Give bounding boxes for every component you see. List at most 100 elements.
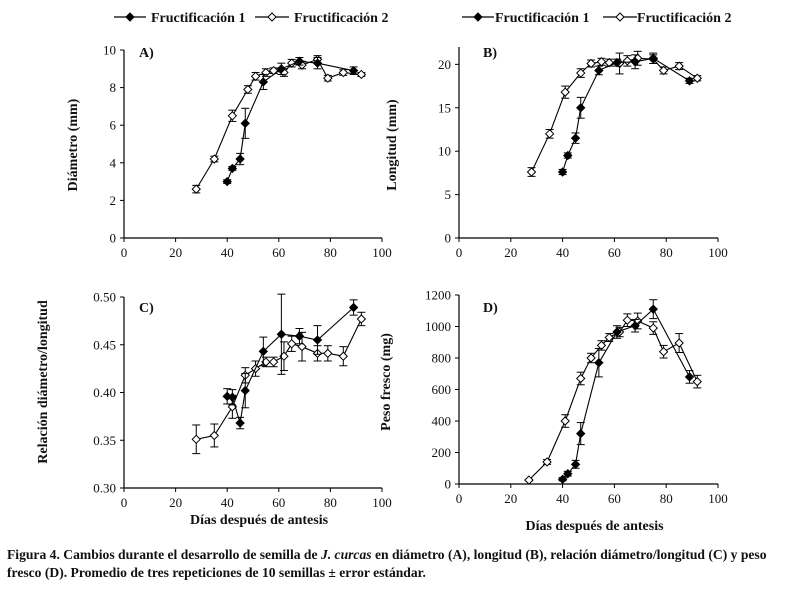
legend-label-f1: Fructificación 1 (151, 11, 245, 26)
y-tick-label: 10 (438, 144, 451, 159)
x-tick-label: 40 (556, 491, 569, 506)
x-tick-label: 100 (372, 495, 392, 510)
caption-text-b: en diámetro (A), longitud (B), relación … (7, 547, 767, 580)
data-point-f2 (323, 348, 333, 359)
y-tick-label: 400 (432, 414, 452, 429)
data-point-f2 (356, 314, 367, 324)
x-tick-label: 20 (504, 491, 517, 506)
legend-label-f2: Fructificación 2 (637, 11, 731, 26)
x-tick-label: 20 (504, 245, 517, 260)
data-point-f2 (604, 57, 614, 68)
series-line-fructificacion-1 (562, 308, 690, 480)
x-tick-label: 80 (660, 245, 673, 260)
data-point-f1 (276, 329, 287, 339)
x-tick-label: 0 (456, 245, 463, 260)
y-tick-label: 0.35 (93, 433, 116, 448)
data-point-f2 (596, 57, 607, 67)
y-tick-label: 800 (432, 351, 452, 366)
x-tick-label: 60 (608, 245, 621, 260)
data-point-f2 (586, 58, 596, 69)
data-point-f1 (563, 150, 573, 161)
data-point-f1 (630, 57, 640, 67)
panel-label: A) (139, 46, 154, 61)
data-point-f2 (356, 69, 367, 80)
data-point-f1 (235, 154, 245, 164)
x-tick-label: 100 (372, 245, 392, 260)
y-tick-label: 10 (103, 43, 116, 58)
data-point-f1 (227, 392, 238, 402)
x-axis-label: Días después de antesis (525, 519, 664, 534)
y-axis-label: Diámetro (mm) (66, 98, 81, 191)
data-point-f2 (526, 167, 537, 177)
data-point-f2 (338, 351, 349, 361)
data-point-f1 (222, 176, 232, 187)
data-point-f2 (209, 154, 220, 164)
data-point-f1 (570, 133, 581, 143)
data-point-f2 (576, 373, 586, 384)
data-point-f2 (658, 65, 669, 76)
data-point-f1 (294, 56, 305, 66)
x-tick-label: 100 (708, 245, 728, 260)
data-point-f1 (258, 77, 269, 87)
data-point-f1 (576, 428, 586, 439)
series-line-fructificacion-2 (195, 58, 362, 190)
y-tick-label: 0.30 (93, 481, 116, 496)
x-tick-label: 100 (708, 491, 728, 506)
data-point-f2 (604, 332, 614, 343)
data-point-f1 (235, 418, 245, 428)
panel-label: C) (139, 301, 154, 316)
data-point-f2 (524, 475, 534, 485)
data-point-f2 (692, 376, 702, 387)
y-tick-label: 600 (432, 382, 452, 397)
data-point-f1 (612, 327, 622, 337)
data-point-f2 (544, 129, 555, 139)
data-point-f2 (596, 340, 607, 351)
chart-panel-c: 0 20 40 60 80 100 0.30 0.35 0.40 0.45 0.50 C) Relaci… (36, 290, 392, 529)
legend-label-f2: Fructificación 2 (294, 11, 388, 26)
data-point-f1 (594, 65, 604, 76)
data-point-f2 (576, 68, 586, 78)
x-tick-label: 60 (608, 491, 621, 506)
caption-label: Figura 4. (7, 547, 60, 562)
x-tick-label: 0 (121, 245, 128, 260)
data-point-f1 (594, 358, 604, 368)
legend-marker-f2 (615, 12, 625, 22)
data-point-f2 (286, 58, 297, 68)
y-tick-label: 20 (438, 57, 451, 72)
data-point-f1 (240, 385, 250, 396)
data-point-f1 (684, 372, 695, 382)
y-tick-label: 15 (438, 100, 451, 115)
x-tick-label: 20 (169, 245, 182, 260)
y-axis-label: Relación diámetro/longitud (36, 300, 51, 464)
data-point-f1 (576, 103, 586, 113)
data-point-f2 (692, 73, 702, 83)
y-tick-label: 8 (110, 80, 117, 95)
y-axis-label: Longitud (mm) (385, 99, 400, 191)
data-point-f1 (630, 321, 640, 331)
data-point-f2 (338, 67, 349, 78)
legend-marker-f1 (473, 12, 483, 22)
data-point-f2 (622, 315, 633, 325)
data-point-f2 (542, 457, 552, 467)
x-tick-label: 40 (556, 245, 569, 260)
data-point-f2 (209, 430, 220, 441)
x-tick-label: 60 (272, 245, 285, 260)
y-tick-label: 5 (445, 187, 452, 202)
data-point-f1 (557, 474, 568, 484)
data-point-f1 (348, 65, 359, 76)
data-point-f2 (560, 87, 570, 97)
data-point-f1 (648, 304, 658, 314)
data-point-f2 (191, 434, 201, 445)
y-tick-label: 200 (432, 445, 452, 460)
y-tick-label: 0 (110, 231, 117, 246)
data-point-f2 (243, 84, 253, 95)
x-tick-label: 0 (456, 491, 463, 506)
data-point-f2 (658, 346, 669, 357)
data-point-f1 (557, 167, 568, 177)
data-point-f1 (240, 118, 250, 129)
x-tick-label: 80 (324, 495, 337, 510)
data-point-f2 (323, 73, 333, 83)
chart-panel-d: 0 20 40 60 80 100020040060080010001200D)Peso … (379, 288, 728, 535)
data-point-f1 (684, 76, 695, 86)
data-point-f2 (560, 416, 570, 426)
